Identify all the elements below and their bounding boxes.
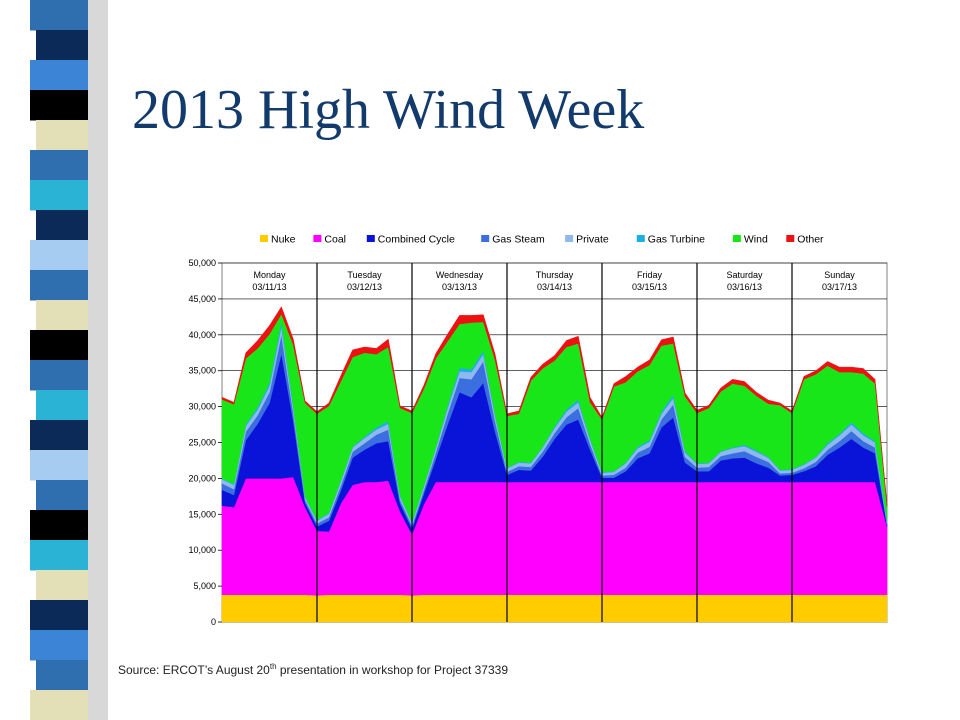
day-label: Tuesday [347,270,382,280]
series-area-other [221,306,888,507]
day-date: 03/11/13 [252,282,286,292]
y-tick-label: 50,000 [188,258,216,268]
y-tick-label: 30,000 [188,402,216,412]
day-date: 03/12/13 [347,282,382,292]
y-tick-label: 40,000 [188,330,216,340]
day-label: Monday [253,270,286,280]
day-date: 03/15/13 [632,282,667,292]
generation-mix-chart: 0 5,000 10,000 15,000 20,000 25,000 30,000 35,0… [188,234,888,627]
legend-swatch [565,235,574,242]
legend-label: Private [576,234,609,246]
legend-swatch [481,235,490,242]
legend-swatch [366,235,375,242]
y-tick-label: 0 [211,617,216,627]
legend-label: Nuke [271,234,296,246]
sidebar-block [30,60,88,91]
sidebar-block [30,360,88,391]
legend-swatch [260,235,268,242]
day-label: Sunday [824,270,855,280]
y-tick-label: 45,000 [188,294,216,304]
legend-label: Gas Steam [492,234,545,246]
source-superscript: th [269,662,277,671]
sidebar-block [36,300,88,331]
sidebar-block [30,330,88,361]
sidebar-block [36,660,88,691]
legend-label: Gas Turbine [648,234,705,246]
y-tick-label: 25,000 [188,438,216,448]
day-label: Saturday [726,270,763,280]
sidebar-block [30,420,88,451]
y-tick-label: 15,000 [188,509,216,519]
sidebar-block [30,0,88,31]
source-note: Source: ERCOT’s August 20th presentation… [118,662,508,677]
sidebar-block [30,180,88,211]
sidebar-block [30,510,88,541]
day-date: 03/17/13 [822,282,857,292]
y-tick-label: 5,000 [193,581,216,591]
sidebar-margin [0,0,30,720]
sidebar-block [36,210,88,241]
legend-swatch [636,235,645,242]
y-tick-label: 10,000 [188,545,216,555]
legend-label: Other [797,234,824,246]
sidebar-block [30,540,88,571]
series-area-nuke [221,594,888,623]
sidebar-block [30,690,88,720]
legend-label: Combined Cycle [378,234,455,246]
day-label: Wednesday [436,270,484,280]
sidebar-block [30,450,88,481]
sidebar-block [30,630,88,661]
sidebar-block [36,570,88,601]
y-tick-label: 20,000 [188,473,216,483]
legend-label: Wind [744,234,768,246]
day-date: 03/16/13 [727,282,762,292]
y-tick-label: 35,000 [188,366,216,376]
decorative-sidebar [0,0,108,720]
day-label: Friday [637,270,663,280]
slide-title: 2013 High Wind Week [132,79,645,141]
sidebar-block [30,90,88,121]
sidebar-block [30,240,88,271]
sidebar-block [36,480,88,511]
sidebar-block [36,30,88,61]
sidebar-block [30,150,88,181]
sidebar-block [30,600,88,631]
sidebar-block [36,120,88,151]
day-label: Thursday [536,270,574,280]
day-date: 03/13/13 [442,282,477,292]
legend-label: Coal [324,234,346,246]
sidebar-shadow [88,0,108,720]
source-prefix: Source: ERCOT’s August 20 [118,663,270,677]
legend-swatch [786,235,795,242]
sidebar-block [36,390,88,421]
source-suffix: presentation in workshop for Project 373… [276,663,508,677]
day-date: 03/14/13 [537,282,572,292]
sidebar-block [30,270,88,301]
legend-swatch [313,235,322,242]
legend-swatch [732,235,741,242]
